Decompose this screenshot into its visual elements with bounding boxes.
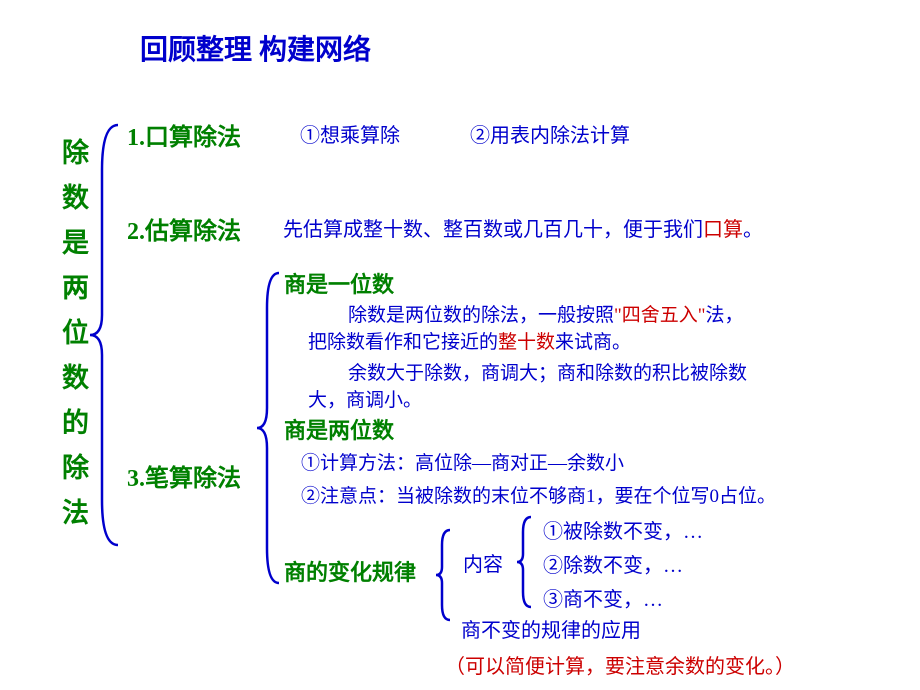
sub3-content-label: 内容 (463, 548, 503, 577)
sub3-note: （可以简便计算，要注意余数的变化。） (445, 650, 795, 679)
sub3-brace1 (432, 525, 456, 625)
section3-label: 3.笔算除法 (127, 458, 241, 493)
sub2-title: 商是两位数 (284, 413, 394, 445)
page-title: 回顾整理 构建网络 (140, 28, 371, 68)
sub3-rule1: ①被除数不变，… (543, 515, 703, 544)
sub1-line2: 把除数看作和它接近的整十数来试商。 (308, 327, 631, 354)
section2-label: 2.估算除法 (127, 211, 241, 246)
section2-text: 先估算成整十数、整百数或几百几十，便于我们口算。 (283, 213, 763, 242)
section3-brace (253, 268, 285, 588)
sub3-app: 商不变的规律的应用 (461, 614, 641, 643)
sub3-brace2 (513, 512, 537, 612)
section1-item2: ②用表内除法计算 (470, 119, 630, 148)
sub1-line3: 余数大于除数，商调大；商和除数的积比被除数 (348, 358, 747, 385)
sub1-line1: 除数是两位数的除法，一般按照"四舍五入"法， (348, 300, 744, 327)
section1-label: 1.口算除法 (127, 117, 241, 152)
sub1-title: 商是一位数 (284, 267, 394, 299)
sub2-line1: ①计算方法：高位除—商对正—余数小 (301, 448, 624, 475)
main-topic-label: 除数是两位数的除法 (54, 138, 93, 543)
sub3-rule3: ③商不变，… (543, 583, 663, 612)
sub2-line2: ②注意点：当被除数的末位不够商1，要在个位写0占位。 (301, 481, 776, 508)
sub1-line4: 大，商调小。 (308, 385, 422, 412)
section1-item1: ①想乘算除 (300, 119, 400, 148)
sub3-title: 商的变化规律 (284, 555, 416, 587)
sub3-rule2: ②除数不变，… (543, 549, 683, 578)
